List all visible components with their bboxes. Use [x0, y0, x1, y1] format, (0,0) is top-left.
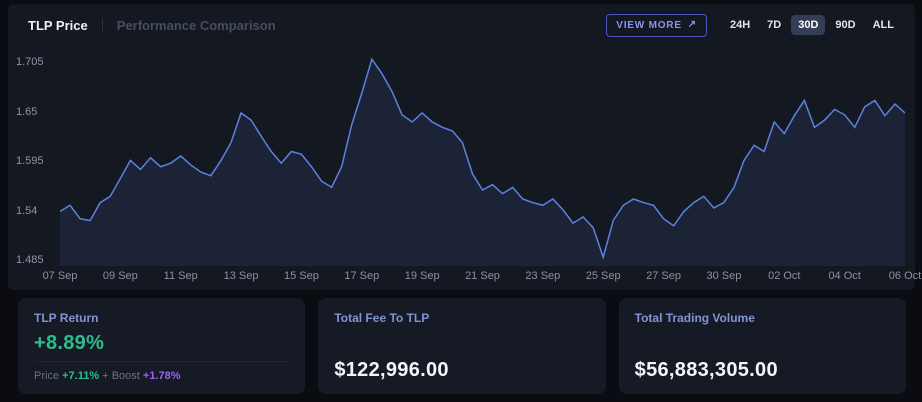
- time-range-group: 24H 7D 30D 90D ALL: [723, 15, 901, 35]
- x-tick-label: 07 Sep: [42, 270, 78, 282]
- external-link-icon: ↗: [687, 19, 697, 30]
- card-total-trading-volume: Total Trading Volume $56,883,305.00: [618, 298, 906, 394]
- tab-divider: [101, 18, 103, 32]
- plus-sign: +: [102, 370, 109, 382]
- y-axis-labels: 1.705 1.65 1.595 1.54 1.485: [16, 44, 56, 266]
- x-tick-label: 27 Sep: [646, 270, 681, 282]
- range-90d-button[interactable]: 90D: [828, 15, 862, 35]
- price-chart: [60, 44, 905, 266]
- x-tick-label: 09 Sep: [102, 270, 138, 282]
- price-label: Price: [34, 370, 60, 382]
- card-tlp-return: TLP Return +8.89% Price +7.11% + Boost +…: [18, 298, 306, 394]
- x-tick-label: 23 Sep: [525, 270, 561, 282]
- x-tick-label: 13 Sep: [223, 270, 259, 282]
- x-tick-label: 11 Sep: [163, 270, 198, 282]
- x-tick-label: 15 Sep: [283, 270, 319, 282]
- total-fee-value: $122,996.00: [334, 359, 449, 381]
- x-tick-label: 19 Sep: [404, 270, 440, 282]
- y-tick-label: 1.595: [16, 155, 44, 167]
- x-axis-labels: 07 Sep 09 Sep 11 Sep 13 Sep 15 Sep 17 Sep 19 S…: [43, 268, 922, 288]
- card-title: TLP Return: [34, 311, 99, 325]
- tlp-return-value: +8.89%: [34, 332, 105, 354]
- price-chart-panel: TLP Price Performance Comparison VIEW MO…: [8, 4, 922, 290]
- panel-header: TLP Price Performance Comparison VIEW MO…: [8, 4, 915, 46]
- total-trading-volume-value: $56,883,305.00: [634, 359, 778, 381]
- x-tick-label: 21 Sep: [465, 270, 500, 282]
- card-title: Total Trading Volume: [634, 311, 755, 325]
- view-more-button[interactable]: VIEW MORE ↗: [606, 13, 707, 37]
- x-tick-label: 17 Sep: [344, 270, 380, 282]
- range-24h-button[interactable]: 24H: [723, 15, 757, 35]
- stat-cards: TLP Return +8.89% Price +7.11% + Boost +…: [18, 298, 906, 394]
- price-return-value: +7.11%: [62, 370, 100, 382]
- card-title: Total Fee To TLP: [334, 311, 430, 325]
- range-30d-button[interactable]: 30D: [791, 15, 826, 35]
- range-all-button[interactable]: ALL: [866, 15, 901, 35]
- y-tick-label: 1.65: [16, 105, 38, 118]
- price-chart-svg: [60, 57, 905, 265]
- x-tick-label: 06 Oct: [888, 270, 922, 282]
- range-7d-button[interactable]: 7D: [760, 15, 788, 35]
- y-tick-label: 1.705: [16, 56, 44, 68]
- y-tick-label: 1.54: [16, 204, 38, 217]
- x-tick-label: 25 Sep: [585, 270, 621, 282]
- boost-return-value: +1.78%: [142, 370, 181, 382]
- tab-tlp-price[interactable]: TLP Price: [28, 17, 88, 33]
- price-area-fill: [60, 59, 905, 265]
- return-breakdown: Price +7.11% + Boost +1.78%: [34, 361, 290, 382]
- x-tick-label: 30 Sep: [706, 270, 742, 282]
- boost-label: Boost: [111, 370, 140, 382]
- card-total-fee: Total Fee To TLP $122,996.00: [318, 298, 606, 394]
- y-tick-label: 1.485: [16, 254, 44, 266]
- price-line: [60, 57, 905, 260]
- x-tick-label: 04 Oct: [828, 270, 861, 282]
- tab-performance-comparison[interactable]: Performance Comparison: [116, 17, 276, 33]
- view-more-label: VIEW MORE: [616, 19, 682, 31]
- x-tick-label: 02 Oct: [768, 270, 801, 282]
